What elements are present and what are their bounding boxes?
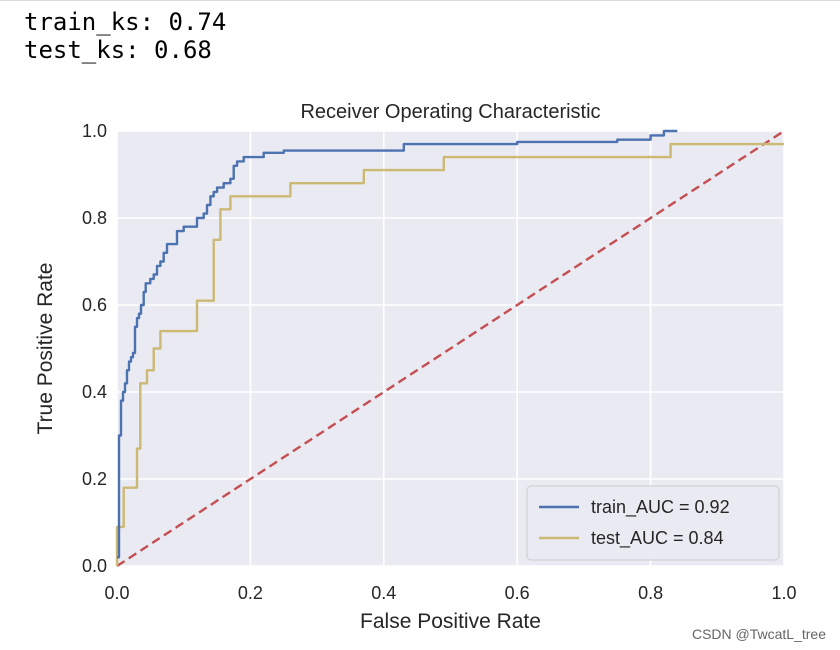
watermark: CSDN @TwcatL_tree [691,626,826,642]
series-layer [115,129,785,568]
y-axis-label: True Positive Rate [34,263,57,435]
grid [116,130,785,567]
x-tick-label: 0.2 [238,583,263,603]
x-tick-label: 0.0 [104,583,129,603]
x-tick-label: 0.4 [371,583,396,603]
series-line-2 [116,129,785,568]
x-tick-label: 1.0 [771,583,796,603]
output-top-border [0,0,840,1]
y-tick-label: 0.2 [82,469,107,489]
legend-box [526,485,780,561]
x-axis-label: False Positive Rate [360,610,541,633]
tick-labels: 0.0 0.2 0.4 0.6 0.8 1.0 0.0 0.2 0.4 0.6 0.8 1.0 [82,121,797,603]
y-tick-label: 1.0 [82,121,107,141]
x-tick-label: 0.8 [638,583,663,603]
y-tick-label: 0.4 [82,382,107,402]
y-tick-label: 0.0 [82,556,107,576]
train-ks-text: train_ks: 0.74 [24,8,227,36]
legend-label: train_AUC = 0.92 [591,497,730,518]
test-ks-text: test_ks: 0.68 [24,36,212,64]
y-tick-label: 0.8 [82,208,107,228]
legend: train_AUC = 0.92 test_AUC = 0.84 [526,485,780,561]
series-line-1 [115,142,784,566]
series-line-0 [117,129,678,559]
chart-title: Receiver Operating Characteristic [300,101,600,123]
y-tick-label: 0.6 [82,295,107,315]
x-tick-label: 0.6 [505,583,530,603]
legend-label: test_AUC = 0.84 [591,528,724,549]
console-output: train_ks: 0.74 test_ks: 0.68 [24,8,226,64]
